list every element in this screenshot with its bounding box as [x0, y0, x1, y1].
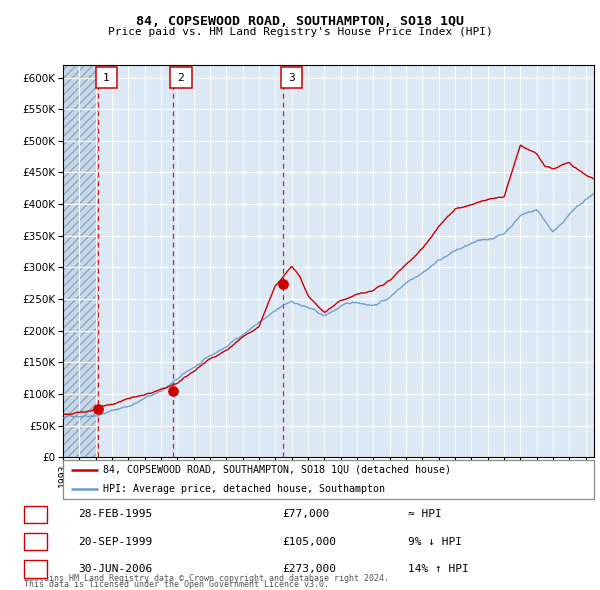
Bar: [63, 65, 98, 457]
Text: Contains HM Land Registry data © Crown copyright and database right 2024.: Contains HM Land Registry data © Crown c…: [24, 574, 389, 583]
Text: 28-FEB-1995: 28-FEB-1995: [78, 510, 152, 519]
Point: [94, 404, 103, 413]
Text: 84, COPSEWOOD ROAD, SOUTHAMPTON, SO18 1QU: 84, COPSEWOOD ROAD, SOUTHAMPTON, SO18 1Q…: [136, 15, 464, 28]
Text: ≈ HPI: ≈ HPI: [408, 510, 442, 519]
Text: 84, COPSEWOOD ROAD, SOUTHAMPTON, SO18 1QU (detached house): 84, COPSEWOOD ROAD, SOUTHAMPTON, SO18 1Q…: [103, 465, 451, 475]
Text: 1: 1: [103, 73, 110, 83]
Text: 2: 2: [32, 537, 39, 546]
Text: 9% ↓ HPI: 9% ↓ HPI: [408, 537, 462, 546]
Text: Price paid vs. HM Land Registry's House Price Index (HPI): Price paid vs. HM Land Registry's House …: [107, 27, 493, 37]
Text: 3: 3: [288, 73, 295, 83]
Point: [278, 280, 288, 289]
Point: [168, 386, 178, 395]
FancyBboxPatch shape: [95, 67, 117, 88]
Text: 20-SEP-1999: 20-SEP-1999: [78, 537, 152, 546]
Text: HPI: Average price, detached house, Southampton: HPI: Average price, detached house, Sout…: [103, 484, 385, 494]
Text: £273,000: £273,000: [282, 564, 336, 573]
Text: 30-JUN-2006: 30-JUN-2006: [78, 564, 152, 573]
Text: 2: 2: [178, 73, 184, 83]
Text: 1: 1: [32, 510, 39, 519]
FancyBboxPatch shape: [281, 67, 302, 88]
Text: £77,000: £77,000: [282, 510, 329, 519]
Text: 3: 3: [32, 564, 39, 573]
Text: £105,000: £105,000: [282, 537, 336, 546]
Text: This data is licensed under the Open Government Licence v3.0.: This data is licensed under the Open Gov…: [24, 581, 329, 589]
FancyBboxPatch shape: [170, 67, 191, 88]
Text: 14% ↑ HPI: 14% ↑ HPI: [408, 564, 469, 573]
